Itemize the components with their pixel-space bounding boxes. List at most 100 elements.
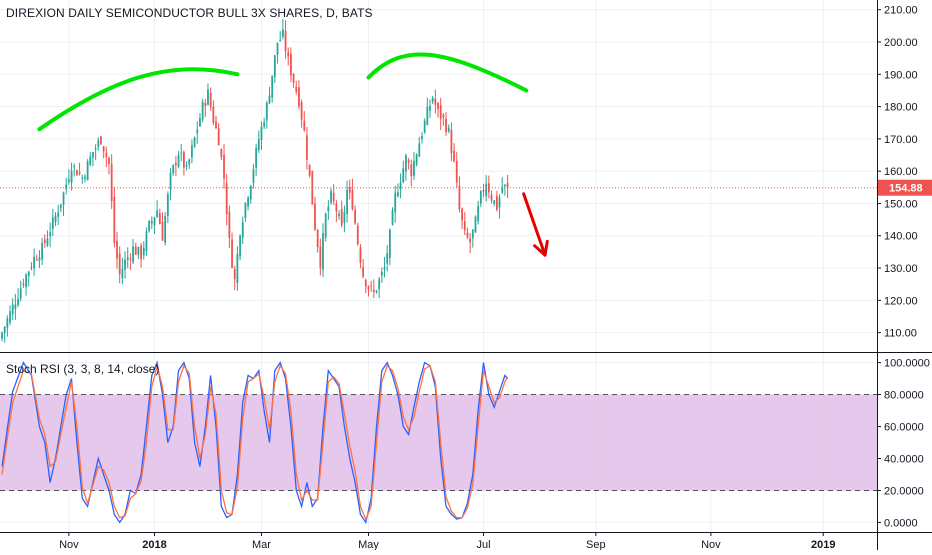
candle-body	[303, 120, 306, 131]
candle-body	[394, 193, 397, 213]
candle-body	[504, 184, 506, 186]
candle-body	[67, 179, 70, 182]
candle-body	[413, 160, 415, 176]
candle-body	[92, 152, 94, 158]
stoch-band	[0, 394, 877, 491]
candle-body	[493, 200, 496, 204]
candle-body	[19, 288, 22, 299]
candle-body	[263, 122, 266, 127]
candle-body	[447, 127, 450, 132]
candle-body	[41, 242, 44, 260]
candle-body	[177, 154, 180, 167]
candle-body	[51, 217, 54, 229]
candle-body	[466, 232, 469, 238]
candle-body	[388, 229, 391, 259]
candle-body	[410, 164, 413, 177]
candle-body	[17, 298, 19, 306]
candle-body	[110, 164, 113, 202]
candle-body	[134, 246, 137, 255]
candle-body	[30, 267, 33, 269]
candle-body	[145, 231, 148, 252]
indicator-tick-label: 60.0000	[884, 422, 924, 434]
candle-body	[180, 152, 183, 154]
candle-body	[73, 165, 76, 168]
candle-body	[113, 196, 116, 243]
candle-body	[397, 192, 399, 197]
candle-body	[421, 135, 423, 140]
candle-body	[348, 187, 351, 193]
candle-body	[249, 185, 252, 200]
candle-body	[469, 238, 472, 243]
candle-body	[166, 193, 169, 216]
candle-body	[89, 156, 92, 165]
candle-body	[126, 257, 129, 261]
candle-body	[241, 222, 244, 238]
candle-body	[94, 148, 97, 150]
candle-body	[295, 86, 298, 92]
candle-body	[279, 39, 282, 41]
candle-body	[84, 176, 86, 180]
candle-body	[479, 191, 482, 204]
candle-body	[1, 332, 3, 339]
candle-body	[150, 220, 153, 224]
candle-body	[78, 172, 81, 174]
candle-body	[105, 152, 108, 157]
candle-body	[233, 269, 236, 280]
candle-body	[346, 189, 348, 214]
candle-body	[434, 98, 437, 105]
candle-body	[137, 247, 140, 255]
candle-body	[14, 304, 17, 309]
candle-body	[378, 279, 381, 290]
candle-body	[292, 74, 295, 83]
indicator-tick-label: 100.0000	[884, 358, 930, 370]
pattern-arc	[37, 67, 240, 132]
candle-body	[351, 189, 354, 210]
candle-body	[185, 165, 188, 167]
candle-body	[142, 247, 145, 256]
candle-body	[354, 209, 356, 224]
y-tick-label: 180.00	[884, 102, 918, 114]
candle-body	[383, 267, 386, 270]
candle-body	[207, 89, 209, 105]
y-tick-label: 150.00	[884, 198, 918, 210]
candle-body	[290, 53, 292, 76]
last-price-badge	[878, 179, 932, 196]
candle-body	[124, 259, 126, 270]
candle-body	[316, 229, 319, 248]
candle-body	[100, 136, 102, 145]
candle-body	[255, 147, 258, 168]
y-tick-label: 130.00	[884, 263, 918, 275]
candle-body	[330, 190, 332, 203]
candle-body	[461, 208, 463, 221]
y-tick-label: 200.00	[884, 37, 918, 49]
candle-body	[244, 203, 247, 218]
candle-body	[6, 318, 9, 328]
candle-body	[498, 197, 501, 208]
candle-body	[268, 95, 271, 104]
candle-body	[65, 184, 68, 190]
candle-body	[276, 42, 279, 55]
y-tick-label: 110.00	[884, 328, 917, 340]
candle-body	[212, 106, 215, 123]
candle-body	[327, 206, 330, 212]
candle-body	[426, 106, 429, 125]
candle-body	[450, 129, 453, 154]
candle-body	[300, 102, 303, 120]
candle-body	[405, 155, 407, 172]
x-tick-label: 2018	[142, 539, 166, 550]
candle-body	[57, 212, 60, 217]
candle-body	[437, 102, 439, 110]
candle-body	[86, 160, 89, 181]
candle-body	[418, 143, 421, 157]
candle-body	[223, 155, 225, 179]
candle-body	[391, 210, 394, 225]
candle-body	[453, 150, 455, 162]
indicator-tick-label: 40.0000	[884, 453, 924, 465]
candle-body	[49, 232, 52, 237]
y-tick-label: 170.00	[884, 134, 918, 146]
candle-body	[231, 239, 233, 268]
candle-body	[46, 238, 49, 246]
candle-body	[375, 290, 378, 293]
candle-body	[314, 203, 316, 230]
